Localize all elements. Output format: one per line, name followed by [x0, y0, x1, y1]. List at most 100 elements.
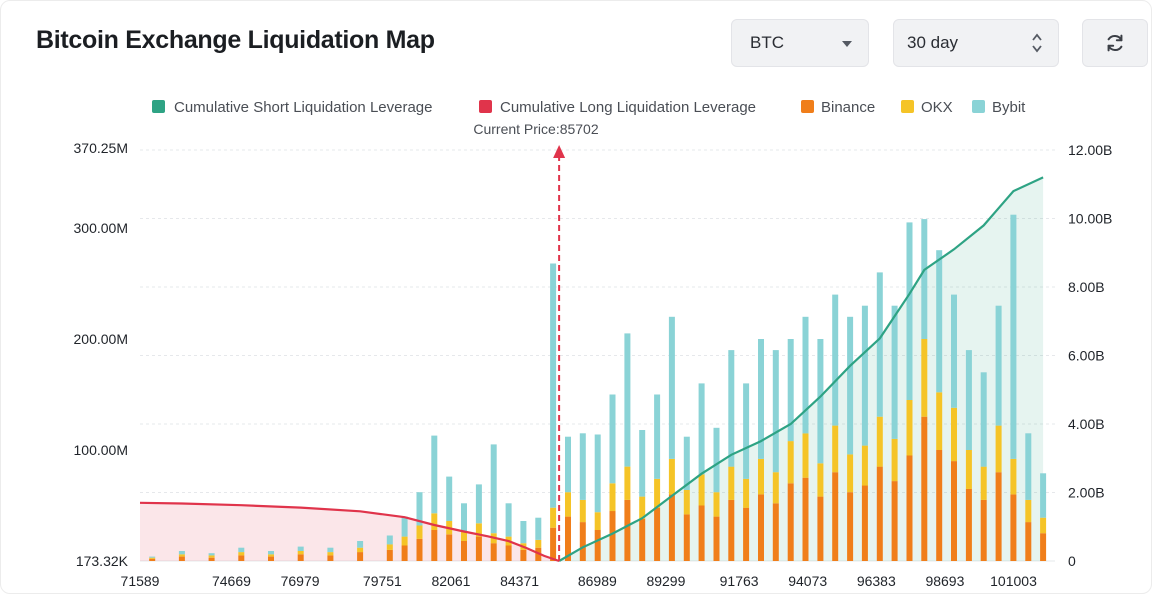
bar-bybit — [1040, 473, 1047, 518]
bar-okx — [297, 551, 304, 555]
bar-bybit — [401, 516, 408, 537]
x-tick-label: 94073 — [788, 573, 827, 589]
bar-binance — [149, 558, 156, 561]
bar-okx — [208, 555, 215, 558]
bar-okx — [758, 458, 764, 495]
coin-select[interactable]: BTC — [731, 19, 869, 67]
legend-swatch-long — [479, 100, 492, 113]
bar-okx — [683, 490, 690, 515]
bar-binance — [550, 527, 557, 561]
bar-okx — [847, 454, 854, 493]
bar-bybit — [1010, 214, 1017, 459]
bar-bybit — [594, 434, 601, 513]
bar-binance — [268, 556, 274, 561]
bar-bybit — [802, 316, 809, 434]
bar-okx — [178, 554, 185, 557]
bar-bybit — [995, 305, 1002, 426]
y-left-tick-label: 370.25M — [74, 140, 128, 156]
legend-swatch-okx — [901, 100, 914, 113]
y-right-tick-label: 12.00B — [1068, 142, 1112, 158]
bar-binance — [416, 538, 423, 561]
x-tick-label: 91763 — [720, 573, 759, 589]
bar-binance — [891, 481, 898, 561]
bar-bybit — [772, 350, 779, 473]
time-range-select[interactable]: 30 day — [893, 19, 1059, 67]
bar-binance — [654, 507, 661, 561]
bar-bybit — [461, 503, 467, 532]
bar-okx — [891, 438, 898, 482]
bar-bybit — [891, 305, 898, 439]
y-right-tick-label: 2.00B — [1068, 485, 1105, 501]
bar-binance — [357, 552, 364, 561]
bar-binance — [668, 494, 675, 561]
bar-okx — [1025, 499, 1032, 523]
x-tick-label: 84371 — [500, 573, 539, 589]
bar-okx — [416, 525, 423, 539]
bar-binance — [386, 549, 393, 561]
bar-okx — [980, 466, 987, 500]
bar-binance — [995, 472, 1002, 561]
legend-label-short: Cumulative Short Liquidation Leverage — [174, 99, 433, 116]
bar-bybit — [787, 339, 794, 442]
y-right-tick-label: 10.00B — [1068, 211, 1112, 227]
bar-okx — [594, 512, 601, 530]
bar-okx — [832, 425, 839, 473]
bar-okx — [698, 474, 705, 506]
bar-bybit — [861, 305, 868, 446]
refresh-button[interactable] — [1082, 19, 1148, 67]
bar-okx — [238, 552, 245, 556]
x-tick-label: 82061 — [432, 573, 471, 589]
bar-bybit — [416, 492, 423, 526]
y-right-tick-label: 8.00B — [1068, 279, 1105, 295]
bar-okx — [861, 445, 868, 486]
bar-okx — [475, 523, 482, 537]
bar-bybit — [535, 517, 542, 540]
bar-binance — [980, 499, 987, 561]
y-left-tick-label: 100.00M — [74, 442, 128, 458]
time-range-value: 30 day — [907, 33, 959, 52]
cumulative-short-line — [558, 176, 1044, 562]
x-tick-label: 79751 — [363, 573, 402, 589]
bar-binance — [698, 505, 705, 561]
legend-swatch-binance — [801, 100, 814, 113]
bar-binance — [787, 483, 794, 561]
bar-binance — [772, 503, 779, 561]
x-tick-label: 86989 — [578, 573, 617, 589]
current-price-arrow — [553, 145, 566, 158]
bar-okx — [654, 478, 661, 508]
bar-okx — [149, 557, 156, 559]
bar-bybit — [921, 219, 928, 339]
bar-bybit — [475, 484, 482, 524]
bar-bybit — [936, 250, 943, 393]
legend-label-binance: Binance — [821, 99, 875, 116]
bar-okx — [579, 499, 586, 523]
legend-swatch-short — [152, 100, 165, 113]
current-price-label: Current Price:85702 — [473, 121, 599, 137]
bar-bybit — [876, 272, 883, 417]
bar-okx — [624, 466, 631, 500]
bar-bybit — [1025, 433, 1032, 500]
bar-okx — [921, 339, 928, 417]
y-right-tick-label: 4.00B — [1068, 416, 1105, 432]
bar-bybit — [698, 383, 705, 475]
legend-label-long: Cumulative Long Liquidation Leverage — [500, 99, 756, 116]
legend-swatch-bybit — [972, 100, 985, 113]
bar-binance — [1025, 522, 1032, 561]
bar-binance — [609, 511, 616, 561]
bar-bybit — [208, 553, 215, 556]
bar-bybit — [965, 350, 972, 450]
x-tick-label: 74669 — [212, 573, 251, 589]
bar-binance — [832, 472, 839, 561]
bar-bybit — [268, 551, 274, 555]
x-tick-label: 76979 — [281, 573, 320, 589]
chart-legend: Cumulative Short Liquidation Leverage Cu… — [152, 99, 1026, 116]
bar-binance — [490, 543, 497, 561]
y-right-tick-label: 0 — [1068, 553, 1076, 569]
bar-binance — [1010, 494, 1017, 561]
x-tick-label: 71589 — [121, 573, 160, 589]
bar-bybit — [654, 394, 661, 479]
bar-okx — [431, 513, 438, 530]
bar-bybit — [951, 294, 957, 408]
bar-binance — [401, 545, 408, 561]
bar-bybit — [668, 316, 675, 459]
